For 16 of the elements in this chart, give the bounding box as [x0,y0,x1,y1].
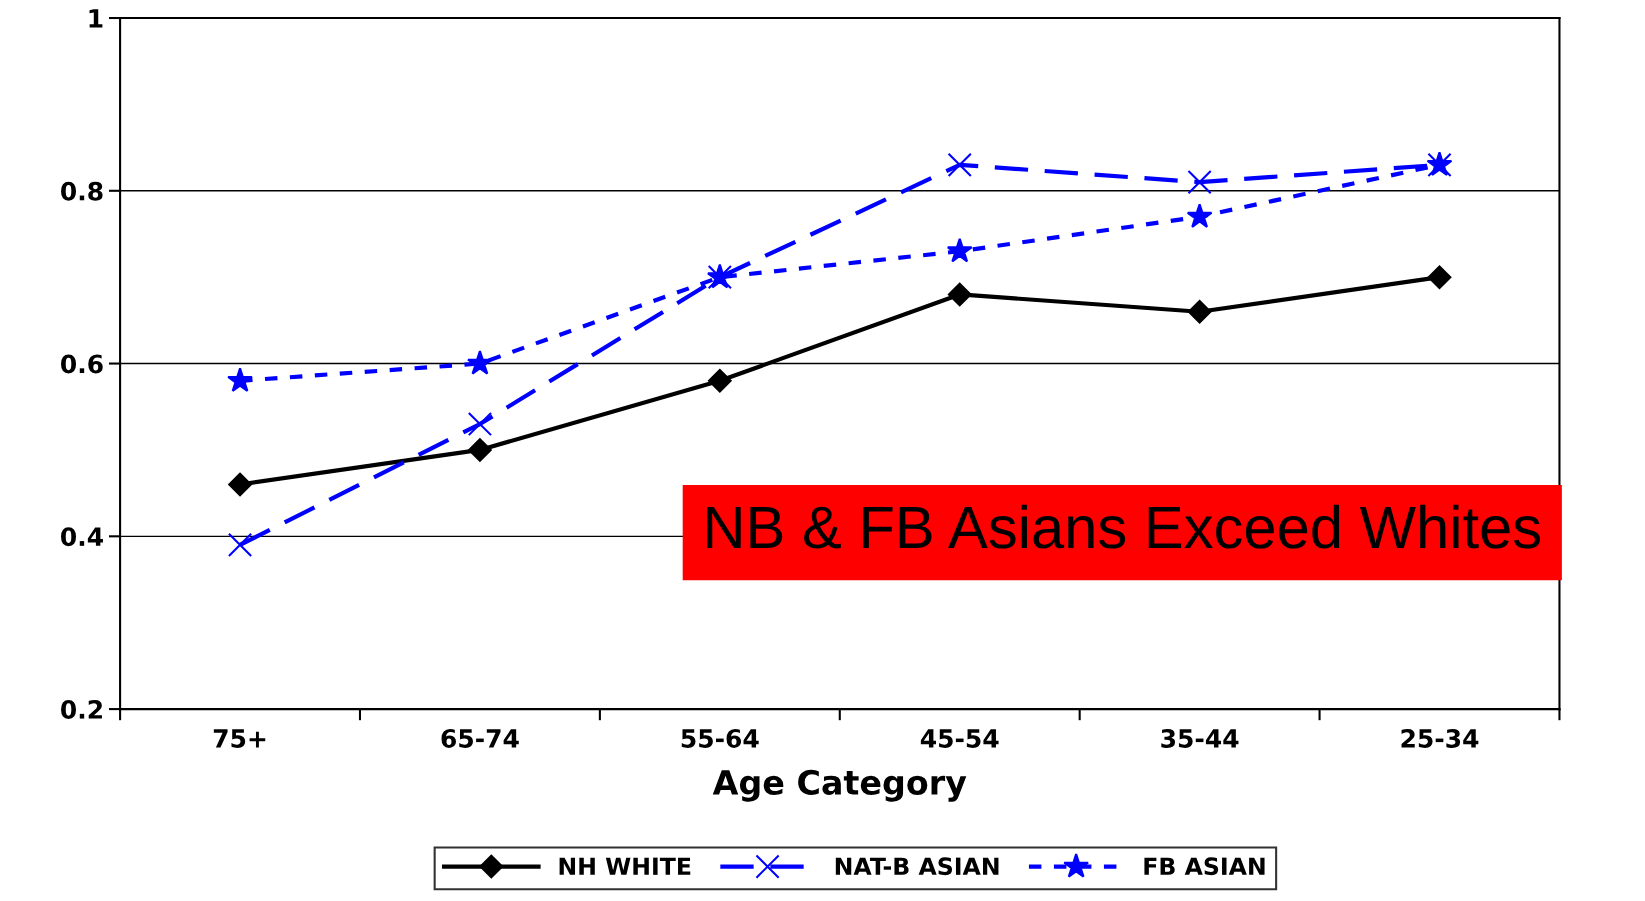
y-tick-label: 0.2 [61,700,102,719]
y-tick-label: 1 [89,9,103,28]
legend-label: NH WHITE [559,857,691,875]
x-tick-label: 75+ [213,729,266,748]
legend-label: NAT-B ASIAN [835,857,999,876]
x-tick-label: 25-34 [1401,728,1479,748]
x-tick-label: 65-74 [441,729,519,748]
annotation: NB & FB Asians Exceed Whites [707,504,1541,549]
y-tick-label: 0.8 [61,181,103,201]
x-tick-label: 45-54 [920,729,999,748]
x-axis-title: Age Category [712,769,967,802]
y-tick-label: 0.6 [61,354,103,374]
legend-label: FB ASIAN [1144,857,1265,876]
x-tick-label: 35-44 [1161,728,1239,748]
x-tick-label: 55-64 [681,729,759,748]
y-tick-label: 0.4 [61,527,103,547]
